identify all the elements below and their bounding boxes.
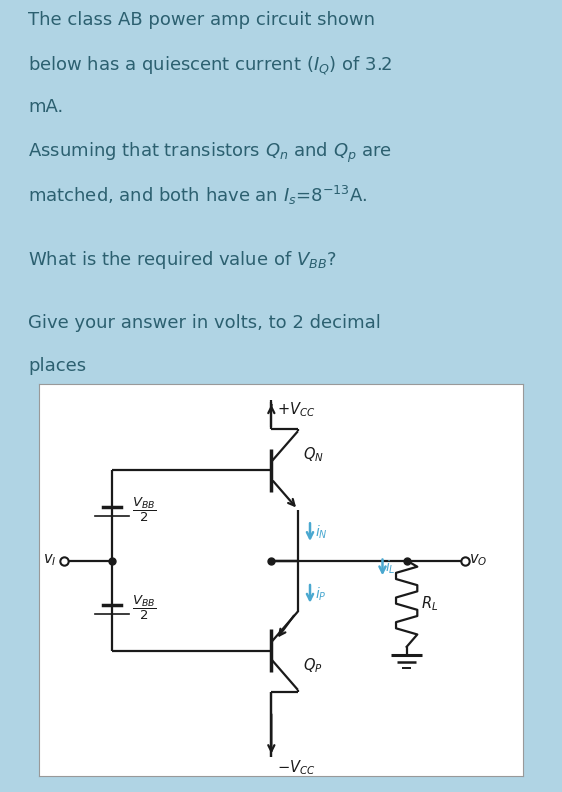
Text: $-V_{CC}$: $-V_{CC}$: [277, 759, 316, 777]
Text: $i_P$: $i_P$: [315, 585, 327, 603]
Text: $+V_{CC}$: $+V_{CC}$: [277, 400, 316, 418]
Text: The class AB power amp circuit shown: The class AB power amp circuit shown: [28, 11, 375, 29]
Text: $R_L$: $R_L$: [421, 594, 438, 613]
Text: $v_I$: $v_I$: [43, 553, 56, 569]
Text: matched, and both have an $I_s$=8$^{-13}$A.: matched, and both have an $I_s$=8$^{-13}…: [28, 185, 368, 208]
Text: $\dfrac{V_{BB}}{2}$: $\dfrac{V_{BB}}{2}$: [132, 593, 156, 622]
Text: $v_O$: $v_O$: [469, 553, 488, 569]
Text: places: places: [28, 357, 86, 375]
Text: What is the required value of $V_{BB}$?: What is the required value of $V_{BB}$?: [28, 249, 337, 271]
Text: $Q_P$: $Q_P$: [303, 657, 323, 676]
Text: mA.: mA.: [28, 97, 64, 116]
Text: below has a quiescent current ($I_Q$) of 3.2: below has a quiescent current ($I_Q$) of…: [28, 55, 393, 77]
Text: Assuming that transistors $Q_n$ and $Q_p$ are: Assuming that transistors $Q_n$ and $Q_p…: [28, 141, 392, 166]
Text: Give your answer in volts, to 2 decimal: Give your answer in volts, to 2 decimal: [28, 314, 381, 332]
Text: $\dfrac{V_{BB}}{2}$: $\dfrac{V_{BB}}{2}$: [132, 496, 156, 524]
Text: $Q_N$: $Q_N$: [303, 446, 324, 464]
Text: $i_N$: $i_N$: [315, 524, 328, 541]
Text: $i_L$: $i_L$: [385, 558, 396, 576]
